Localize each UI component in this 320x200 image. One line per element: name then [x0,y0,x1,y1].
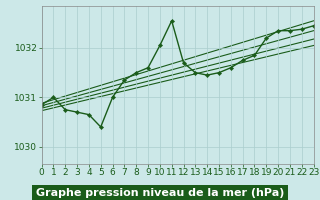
Text: Graphe pression niveau de la mer (hPa): Graphe pression niveau de la mer (hPa) [36,188,284,198]
